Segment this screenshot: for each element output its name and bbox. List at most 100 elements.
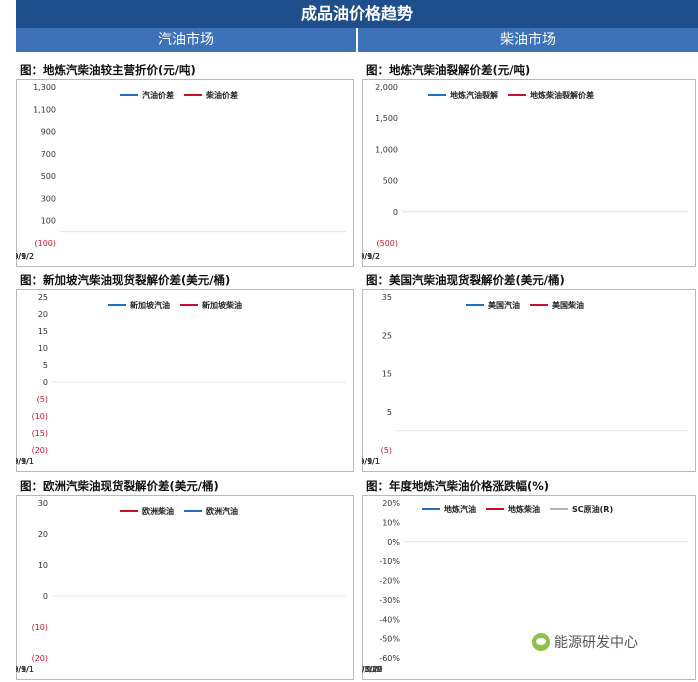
x-tick-label: 2018/1/1 (16, 665, 34, 674)
legend-entry: SC原油(R) (572, 504, 613, 514)
chart-annual-change: -60% -50% -40% -30% -20% -10% 0% 10% 20% 2020/1/1… (362, 495, 688, 674)
x-tick-label: 2020/9/1 (362, 457, 380, 466)
chart-frame-4 (362, 289, 696, 472)
y-tick-label: 900 (41, 128, 56, 137)
chart-title-4: 图：美国汽柴油现货裂解价差(美元/桶) (366, 273, 565, 287)
y-tick-label: 5 (43, 361, 48, 370)
y-tick-label: 0 (43, 592, 48, 601)
x-tick-label: 2020/9/1 (16, 665, 34, 674)
legend-entry: 汽油价差 (142, 90, 174, 100)
x-tick-label: 2018/1/1 (16, 457, 34, 466)
y-tick-label: 25 (38, 293, 48, 302)
y-tick-label: 2,000 (375, 83, 398, 92)
chart-frame-2 (362, 79, 696, 267)
x-tick-label: 2018/1/2 (16, 252, 34, 261)
y-tick-label: 100 (41, 217, 56, 226)
x-tick-label: 2018/9/2 (362, 252, 380, 261)
x-tick-label: 2018/9/1 (16, 457, 34, 466)
y-tick-label: 700 (41, 150, 56, 159)
y-tick-label: 1,000 (375, 145, 398, 154)
legend-entry: 地炼柴油裂解价差 (530, 90, 594, 100)
y-tick-label: 10% (382, 518, 400, 527)
chart-title-2: 图：地炼汽柴油裂解价差(元/吨) (366, 63, 531, 77)
y-tick-label: 20 (38, 530, 48, 539)
x-tick-label: 2020/9/1 (16, 457, 34, 466)
x-tick-label: 2020/1/2 (16, 252, 34, 261)
y-tick-label: (20) (32, 446, 48, 455)
chart-europe-crack: (20) (10) 0 10 20 30 2018/1/12018/9/12019/5/12… (16, 495, 346, 674)
legend-entry: 地炼汽油 (444, 504, 476, 514)
x-tick-label: 2020/5/20 (362, 665, 383, 674)
y-tick-label: 500 (41, 172, 56, 181)
x-tick-label: 2020/1/2 (362, 252, 380, 261)
y-tick-label: 30 (38, 499, 48, 508)
y-tick-label: 0 (393, 208, 398, 217)
y-tick-label: 35 (382, 293, 392, 302)
y-tick-label: (15) (32, 429, 48, 438)
x-tick-label: 2019/5/1 (16, 457, 34, 466)
market-tabs: 汽油市场 柴油市场 (16, 28, 698, 52)
chart-title-1: 图：地炼汽柴油较主营折价(元/吨) (20, 63, 196, 77)
legend-entry: 地炼汽油裂解 (450, 90, 498, 100)
y-tick-label: 1,300 (33, 83, 56, 92)
x-tick-label: 2020/1/1 (362, 665, 380, 674)
legend-entry: 欧洲汽油 (206, 506, 238, 516)
y-tick-label: -30% (379, 596, 400, 605)
y-tick-label: (10) (32, 412, 48, 421)
x-tick-label: 2020/9/2 (362, 252, 380, 261)
x-tick-label: 2018/1/1 (362, 457, 380, 466)
y-tick-label: -40% (379, 615, 400, 624)
y-tick-label: -50% (379, 635, 400, 644)
y-tick-label: 20% (382, 499, 400, 508)
tab-diesel-market[interactable]: 柴油市场 (356, 28, 698, 52)
x-tick-label: 2019/5/1 (16, 665, 34, 674)
tab-gasoline-market[interactable]: 汽油市场 (16, 28, 356, 52)
y-tick-label: (20) (32, 654, 48, 663)
y-tick-label: (5) (381, 446, 392, 455)
x-tick-label: 2018/1/2 (362, 252, 380, 261)
x-tick-label: 2019/5/1 (362, 457, 380, 466)
y-tick-label: (500) (376, 239, 398, 248)
chart-title-3: 图：新加坡汽柴油现货裂解价差(美元/桶) (20, 273, 231, 287)
chart-title-6: 图：年度地炼汽柴油价格涨跌幅(%) (366, 479, 550, 493)
chart-local-crack-spread: (500) 0 500 1,000 1,500 2,000 2018/1/22018/9/2… (362, 79, 688, 261)
y-tick-label: -20% (379, 577, 400, 586)
x-tick-label: 2020/7/29 (362, 665, 383, 674)
wechat-icon (532, 633, 550, 651)
chart-title-5: 图：欧洲汽柴油现货裂解价差(美元/桶) (20, 479, 219, 493)
chart-gasoline-diesel-discount: (100) 100 300 500 700 900 1,100 1,300 2018/1/220… (16, 79, 346, 261)
x-tick-label: 2020/1/1 (16, 665, 34, 674)
y-tick-label: 15 (382, 370, 392, 379)
x-tick-label: 2020/10/7 (362, 665, 383, 674)
legend-entry: 美国汽油 (488, 300, 520, 310)
legend-entry: 柴油价差 (205, 90, 238, 100)
chart-frame-1 (16, 79, 354, 267)
page-title: 成品油价格趋势 (16, 0, 698, 28)
chart-frame-6 (362, 495, 696, 680)
x-tick-label: 2019/5/2 (362, 252, 380, 261)
x-tick-label: 2020/9/2 (16, 252, 34, 261)
x-tick-label: 2019/5/2 (16, 252, 34, 261)
y-tick-label: 0 (43, 378, 48, 387)
y-tick-label: 1,100 (33, 105, 56, 114)
y-tick-label: 500 (383, 177, 398, 186)
y-tick-label: (5) (37, 395, 48, 404)
y-tick-label: 10 (38, 561, 48, 570)
legend-entry: 欧洲柴油 (142, 506, 174, 516)
legend-entry: 新加坡汽油 (130, 300, 170, 310)
watermark: 能源研发中心 (532, 632, 638, 652)
y-tick-label: 15 (38, 327, 48, 336)
y-tick-label: 10 (38, 344, 48, 353)
y-tick-label: 25 (382, 331, 392, 340)
y-tick-label: (10) (32, 623, 48, 632)
x-tick-label: 2018/9/1 (16, 665, 34, 674)
x-tick-label: 2020/1/1 (16, 457, 34, 466)
y-tick-label: -10% (379, 557, 400, 566)
y-tick-label: 300 (41, 194, 56, 203)
y-tick-label: 5 (387, 408, 392, 417)
y-tick-label: -60% (379, 654, 400, 663)
x-tick-label: 2020/1/1 (362, 457, 380, 466)
y-tick-label: 1,500 (375, 114, 398, 123)
chart-us-crack: (5) 5 15 25 35 2018/1/12018/9/12019/5/12020/1… (362, 289, 688, 466)
y-tick-label: (100) (34, 239, 56, 248)
